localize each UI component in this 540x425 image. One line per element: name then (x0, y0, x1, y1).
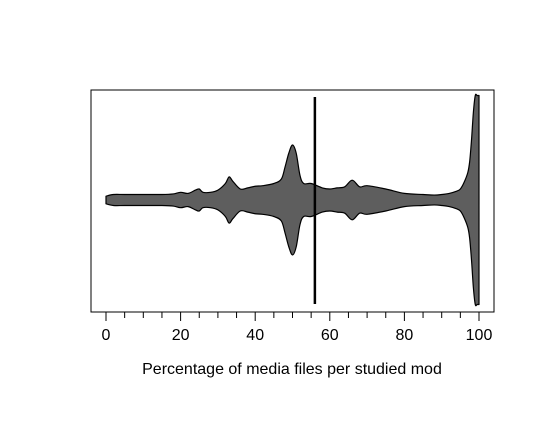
x-tick-label: 60 (321, 327, 339, 344)
x-tick-label: 80 (396, 327, 414, 344)
x-tick-label: 0 (102, 327, 111, 344)
violin-shape (105, 93, 480, 307)
x-tick-label: 20 (172, 327, 190, 344)
x-tick-label: 100 (466, 327, 493, 344)
x-axis-label: Percentage of media files per studied mo… (142, 361, 442, 378)
x-axis: 0 20 40 60 80 100 (102, 311, 493, 344)
x-tick-label: 40 (246, 327, 264, 344)
violin-layer (105, 93, 480, 307)
